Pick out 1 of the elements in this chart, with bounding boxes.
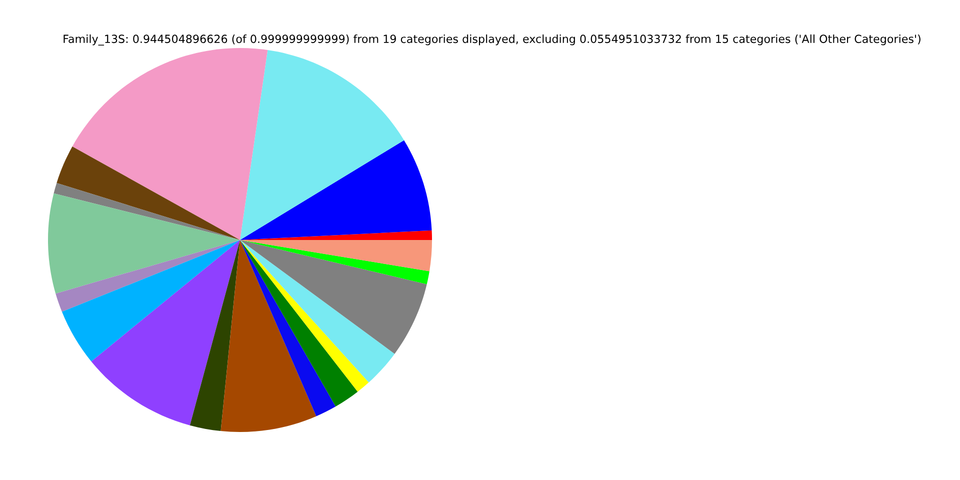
- text: Family_13S: 0.944504896626 (of 0.999999999999) from 19 categories displayed, excluding 0.0554951033732 from 15 categories ('All Other Categories'): [64, 34, 920, 46]
